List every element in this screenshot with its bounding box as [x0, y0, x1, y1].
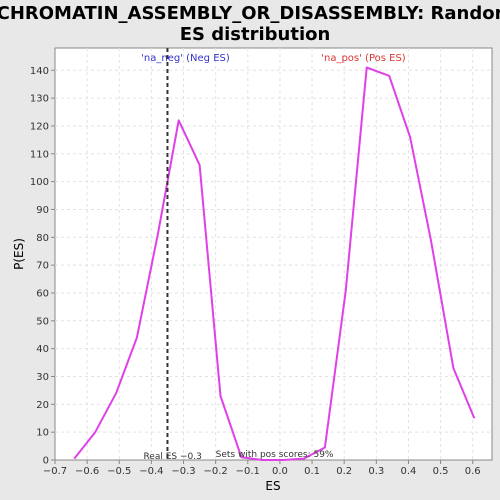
real-es-label: Real ES −0.3 — [143, 452, 201, 462]
chart-title-line-2: ES distribution — [180, 24, 331, 45]
x-axis-ticks: −0.7 −0.6 −0.5 −0.4 −0.3 −0.2 −0.1 0.0 0.1 0.2 0.3… — [43, 460, 481, 477]
y-tick-label: 70 — [36, 261, 49, 272]
x-tick-label: 0.1 — [304, 466, 320, 477]
x-tick-label: −0.3 — [171, 466, 195, 477]
es-distribution-line — [73, 66, 476, 461]
x-tick-label: 0.4 — [401, 466, 417, 477]
y-tick-label: 100 — [30, 177, 49, 188]
y-tick-label: 110 — [30, 149, 49, 160]
x-tick-label: −0.4 — [139, 466, 163, 477]
x-tick-label: −0.6 — [75, 466, 99, 477]
x-axis-label: ES — [265, 479, 280, 493]
x-tick-label: 0.2 — [336, 466, 352, 477]
pos-scores-label: Sets with pos scores: 59% — [216, 450, 334, 460]
x-tick-label: 0.6 — [465, 466, 481, 477]
y-tick-label: 40 — [36, 344, 49, 355]
y-axis-label: P(ES) — [12, 238, 26, 270]
y-tick-label: 80 — [36, 233, 49, 244]
x-tick-label: −0.5 — [107, 466, 131, 477]
x-tick-label: −0.1 — [236, 466, 260, 477]
x-tick-label: 0.5 — [433, 466, 449, 477]
y-tick-label: 130 — [30, 94, 49, 105]
chart-title-line-1: CHROMATIN_ASSEMBLY_OR_DISASSEMBLY: Rando… — [0, 3, 500, 24]
y-tick-label: 140 — [30, 66, 49, 77]
x-tick-label: −0.7 — [43, 466, 67, 477]
x-tick-label: −0.2 — [204, 466, 228, 477]
x-tick-label: 0.3 — [368, 466, 384, 477]
y-tick-label: 10 — [36, 428, 49, 439]
y-tick-label: 0 — [43, 456, 49, 467]
y-tick-label: 30 — [36, 372, 49, 383]
x-tick-label: 0.0 — [272, 466, 288, 477]
y-tick-label: 20 — [36, 400, 49, 411]
y-tick-label: 90 — [36, 205, 49, 216]
neg-es-label: 'na_neg' (Neg ES) — [141, 53, 230, 64]
y-tick-label: 120 — [30, 121, 49, 132]
y-tick-label: 50 — [36, 316, 49, 327]
plot-area — [54, 47, 493, 461]
grid-lines — [55, 48, 492, 460]
y-tick-label: 60 — [36, 288, 49, 299]
pos-es-label: 'na_pos' (Pos ES) — [321, 53, 406, 64]
y-axis-ticks: 0 10 20 30 40 50 60 70 80 90 100 110 120 130 140 — [30, 66, 55, 467]
